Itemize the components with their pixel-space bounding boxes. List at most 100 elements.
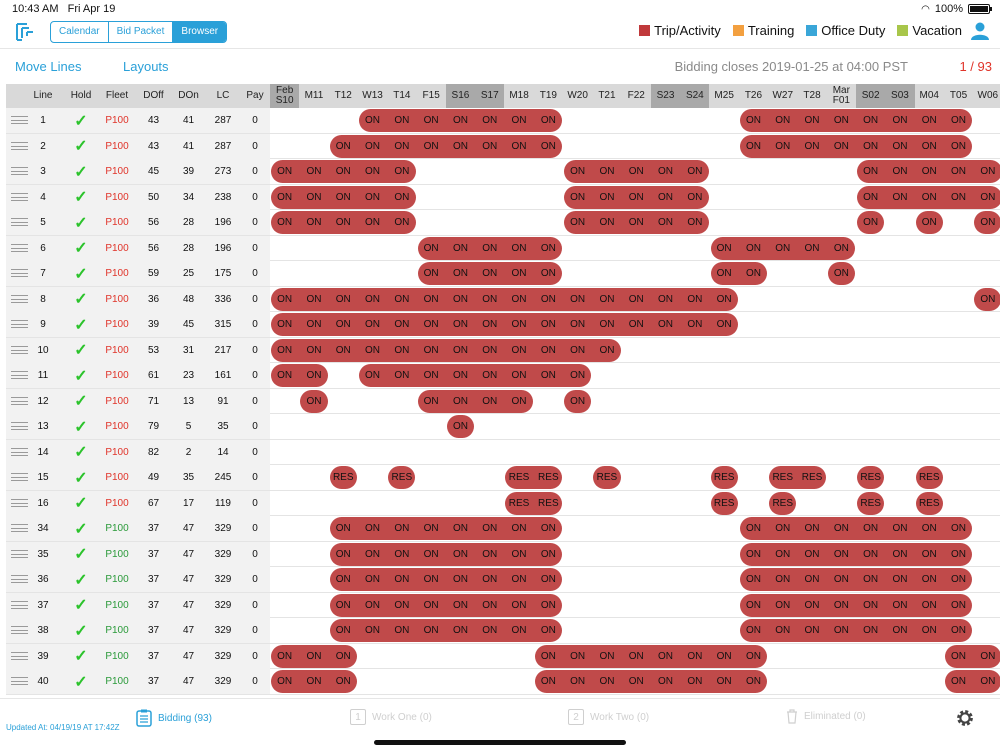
trip-pill[interactable] <box>593 466 621 489</box>
trip-pill[interactable] <box>271 338 621 362</box>
hold-check-icon[interactable]: ✓ <box>74 240 88 257</box>
app-logo-icon[interactable] <box>14 20 38 44</box>
drag-handle-icon[interactable] <box>11 371 28 379</box>
hold-check-icon[interactable]: ✓ <box>74 648 88 665</box>
trip-pill[interactable] <box>329 593 562 617</box>
table-row[interactable]: 38 ✓ P100 37 47 329 0 ON ON ON ON ON ON ON ON ON ON ON ON O… <box>6 618 1000 644</box>
trip-pill[interactable] <box>739 517 973 540</box>
table-row[interactable]: 2 ✓ P100 43 41 287 0 ON ON ON ON ON ON ON ON ON ON ON ON ON… <box>6 133 1000 159</box>
trip-pill[interactable] <box>505 466 562 489</box>
trip-pill[interactable] <box>446 415 475 438</box>
move-lines-button[interactable]: Move Lines <box>15 59 82 74</box>
trip-pill[interactable] <box>271 313 738 336</box>
tab-eliminated[interactable]: Eliminated (0) <box>786 709 866 724</box>
column-header[interactable]: Line <box>33 90 53 101</box>
hold-check-icon[interactable]: ✓ <box>74 214 88 232</box>
trip-pill[interactable] <box>417 262 562 285</box>
trip-pill[interactable] <box>329 134 562 158</box>
trip-pill[interactable] <box>857 211 885 234</box>
table-row[interactable]: 35 ✓ P100 37 47 329 0 ON ON ON ON ON ON ON ON ON ON ON ON O… <box>6 541 1000 567</box>
hold-check-icon[interactable]: ✓ <box>74 112 88 130</box>
hold-check-icon[interactable]: ✓ <box>74 444 88 461</box>
table-row[interactable]: 15 ✓ P100 49 35 245 0 RES RES RES RES RES RES RES RES R… <box>6 465 1000 491</box>
trip-pill[interactable] <box>739 542 973 566</box>
table-row[interactable]: 5 ✓ P100 56 28 196 0 ON ON ON ON ON ON ON ON ON ON ON ON ON <box>6 210 1000 236</box>
tab-work-two[interactable]: 2 Work Two (0) <box>568 709 649 725</box>
column-header[interactable]: Hold <box>70 90 92 101</box>
drag-handle-icon[interactable] <box>11 422 28 430</box>
table-row[interactable]: 6 ✓ P100 56 28 196 0 ON ON ON ON ON ON ON ON ON ON <box>6 235 1000 261</box>
hold-check-icon[interactable]: ✓ <box>74 597 88 614</box>
table-row[interactable]: 36 ✓ P100 37 47 329 0 ON ON ON ON ON ON ON ON ON ON ON ON O… <box>6 567 1000 593</box>
drag-handle-icon[interactable] <box>11 116 28 124</box>
trip-pill[interactable] <box>564 185 709 209</box>
trip-pill[interactable] <box>329 619 562 642</box>
table-row[interactable]: 12 ✓ P100 71 13 91 0 ON ON ON ON ON ON <box>6 388 1000 414</box>
trip-pill[interactable] <box>710 262 768 285</box>
hold-check-icon[interactable]: ✓ <box>74 418 88 436</box>
trip-pill[interactable] <box>271 185 416 209</box>
trip-pill[interactable] <box>857 185 1000 209</box>
table-row[interactable]: 8 ✓ P100 36 48 336 0 ON ON ON ON ON ON ON ON ON ON ON ON ON… <box>6 286 1000 312</box>
trip-pill[interactable] <box>739 134 973 158</box>
table-row[interactable]: 39 ✓ P100 37 47 329 0 ON ON ON ON ON ON ON ON ON ON ON ON O… <box>6 643 1000 669</box>
trip-pill[interactable] <box>564 160 709 183</box>
hold-check-icon[interactable]: ✓ <box>74 495 88 512</box>
hold-check-icon[interactable]: ✓ <box>74 138 88 155</box>
drag-handle-icon[interactable] <box>11 498 28 507</box>
drag-handle-icon[interactable] <box>11 167 28 175</box>
drag-handle-icon[interactable] <box>11 192 28 201</box>
trip-pill[interactable] <box>769 466 826 489</box>
trip-pill[interactable] <box>827 262 855 285</box>
drag-handle-icon[interactable] <box>11 243 28 252</box>
table-row[interactable]: 34 ✓ P100 37 47 329 0 ON ON ON ON ON ON ON ON ON ON ON ON O… <box>6 516 1000 542</box>
table-row[interactable]: 37 ✓ P100 37 47 329 0 ON ON ON ON ON ON ON ON ON ON ON ON O… <box>6 592 1000 618</box>
table-row[interactable]: 40 ✓ P100 37 47 329 0 ON ON ON ON ON ON ON ON ON ON ON ON O… <box>6 669 1000 695</box>
trip-pill[interactable] <box>417 389 533 413</box>
trip-pill[interactable] <box>358 109 562 132</box>
table-row[interactable]: 11 ✓ P100 61 23 161 0 ON ON ON ON ON ON ON ON ON ON <box>6 363 1000 389</box>
table-row[interactable]: 7 ✓ P100 59 25 175 0 ON ON ON ON ON ON ON ON <box>6 261 1000 287</box>
trip-pill[interactable] <box>944 644 1000 668</box>
trip-pill[interactable] <box>944 670 1000 693</box>
hold-check-icon[interactable]: ✓ <box>74 189 88 206</box>
trip-pill[interactable] <box>915 211 943 234</box>
drag-handle-icon[interactable] <box>11 396 28 405</box>
hold-check-icon[interactable]: ✓ <box>74 316 88 334</box>
trip-pill[interactable] <box>857 160 1000 183</box>
trip-pill[interactable] <box>271 160 416 183</box>
trip-pill[interactable] <box>564 211 709 234</box>
segment-browser[interactable]: Browser <box>172 22 227 42</box>
trip-pill[interactable] <box>358 364 592 387</box>
drag-handle-icon[interactable] <box>11 600 28 609</box>
hold-check-icon[interactable]: ✓ <box>74 393 88 410</box>
hold-check-icon[interactable]: ✓ <box>74 622 88 640</box>
trip-pill[interactable] <box>710 236 855 260</box>
table-row[interactable]: 1 ✓ P100 43 41 287 0 ON ON ON ON ON ON ON ON ON ON ON ON ON… <box>6 108 1000 134</box>
trip-pill[interactable] <box>271 670 357 693</box>
table-row[interactable]: 10 ✓ P100 53 31 217 0 ON ON ON ON ON ON ON ON ON ON ON ON <box>6 337 1000 363</box>
drag-handle-icon[interactable] <box>11 575 28 583</box>
table-row[interactable]: 3 ✓ P100 45 39 273 0 ON ON ON ON ON ON ON ON ON ON ON ON ON… <box>6 159 1000 185</box>
trip-pill[interactable] <box>974 287 1000 311</box>
table-row[interactable]: 4 ✓ P100 50 34 238 0 ON ON ON ON ON ON ON ON ON ON ON ON ON… <box>6 184 1000 210</box>
table-row[interactable]: 9 ✓ P100 39 45 315 0 ON ON ON ON ON ON ON ON ON ON ON ON ON… <box>6 312 1000 338</box>
table-row[interactable]: 14 ✓ P100 82 2 14 0 <box>6 439 1000 465</box>
trip-pill[interactable] <box>974 211 1000 234</box>
trip-pill[interactable] <box>739 619 973 642</box>
column-header[interactable]: Fleet <box>105 90 129 101</box>
gear-icon[interactable] <box>954 707 976 729</box>
segment-bid-packet[interactable]: Bid Packet <box>107 22 173 42</box>
hold-check-icon[interactable]: ✓ <box>74 291 88 308</box>
trip-pill[interactable] <box>739 568 973 591</box>
drag-handle-icon[interactable] <box>11 651 28 660</box>
drag-handle-icon[interactable] <box>11 626 28 634</box>
column-header[interactable]: Pay <box>246 90 264 101</box>
hold-check-icon[interactable]: ✓ <box>74 673 88 691</box>
trip-pill[interactable] <box>505 491 562 515</box>
drag-handle-icon[interactable] <box>11 294 28 303</box>
drag-handle-icon[interactable] <box>11 473 28 481</box>
trip-pill[interactable] <box>271 211 416 234</box>
trip-pill[interactable] <box>329 466 357 489</box>
hold-check-icon[interactable]: ✓ <box>74 571 88 589</box>
